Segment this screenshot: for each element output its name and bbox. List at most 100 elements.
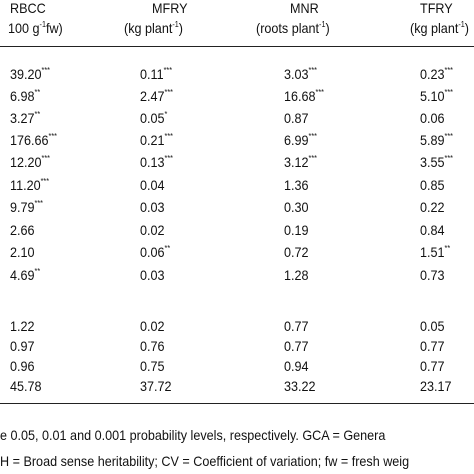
text: 0.85 [420,177,445,193]
table-cell: 11.20*** [10,177,49,193]
table-cell: 0.85 [420,177,445,193]
text: MNR [290,0,319,16]
text: 1.22 [10,318,35,334]
table-cell: 176.66*** [10,132,57,148]
superscript: *** [34,199,43,208]
table-cell: 0.06** [140,244,170,260]
text: 0.87 [284,110,309,126]
table-cell: 6.98** [10,88,40,104]
text: 100 g [8,20,40,36]
superscript: *** [308,66,317,75]
text: e 0.05, 0.01 and 0.001 probability level… [0,427,386,443]
text: 2.66 [10,222,35,238]
text: 0.06 [140,244,165,260]
text: 0.72 [284,244,309,260]
text: 0.13 [140,154,165,170]
table-cell: 0.02 [140,222,165,238]
text: 0.02 [140,318,165,334]
text: 12.20 [10,154,42,170]
column-header: RBCC [10,0,46,16]
table-cell: 0.94 [284,358,309,374]
text: (kg plant [124,20,173,36]
table-cell: 5.10*** [420,88,453,104]
table-cell: 2.66 [10,222,35,238]
superscript: ** [34,110,41,119]
table-cell: 0.72 [284,244,309,260]
table-cell: 3.27** [10,110,40,126]
superscript: -1 [172,20,179,29]
column-header: TFRY [420,0,453,16]
text: 0.21 [140,132,165,148]
table-cell: 0.13*** [140,154,173,170]
text: 4.69 [10,267,35,283]
superscript: ** [164,244,171,253]
table-cell: 0.03 [140,199,165,215]
column-unit: (kg plant-1) [410,20,469,36]
text: 3.12 [284,154,309,170]
text: 2.47 [140,88,165,104]
text: 0.96 [10,358,35,374]
table-cell: 6.99*** [284,132,317,148]
superscript: ** [444,244,451,253]
superscript: -1 [319,20,326,29]
superscript: *** [40,177,50,186]
text: 0.03 [140,267,165,283]
text: 16.68 [284,88,316,104]
table-cell: 0.04 [140,177,165,193]
text: H = Broad sense heritability; CV = Coeff… [0,453,410,469]
table-cell: 3.03*** [284,66,317,82]
text: 5.89 [420,132,445,148]
table-cell: 3.12*** [284,154,317,170]
table-cell: 0.05* [140,110,167,126]
superscript: -1 [458,20,465,29]
table-cell: 0.77 [284,318,309,334]
table-cell: 0.73 [420,267,445,283]
header-rule [0,46,474,47]
table-cell: 4.69** [10,267,40,283]
superscript: *** [41,154,50,163]
superscript: *** [164,154,173,163]
text: 0.76 [140,338,165,354]
text: 3.27 [10,110,35,126]
text: ) [325,20,330,36]
superscript: * [164,110,168,119]
table-cell: 5.89*** [420,132,453,148]
table-cell: 33.22 [284,378,316,394]
text: 37.72 [140,378,172,394]
text: RBCC [10,0,46,16]
table-cell: 0.11*** [140,66,172,82]
text: 1.51 [420,244,445,260]
column-header: MNR [290,0,319,16]
text: 0.23 [420,66,445,82]
text: 1.36 [284,177,309,193]
text: 0.94 [284,358,309,374]
text: 0.77 [420,358,445,374]
table-cell: 0.22 [420,199,445,215]
superscript: ** [34,267,41,276]
text: 0.97 [10,338,35,354]
table-cell: 1.22 [10,318,35,334]
superscript: *** [164,88,173,97]
text: 0.73 [420,267,445,283]
column-unit: 100 g-1fw) [8,20,63,36]
text: 39.20 [10,66,42,82]
table-cell: 0.77 [284,338,309,354]
text: 6.99 [284,132,309,148]
text: 0.19 [284,222,309,238]
superscript: *** [444,66,453,75]
table-cell: 12.20*** [10,154,50,170]
superscript: *** [308,132,317,141]
superscript: *** [444,88,453,97]
text: 0.77 [420,338,445,354]
table-cell: 0.96 [10,358,35,374]
superscript: -1 [39,20,46,29]
table-cell: 0.02 [140,318,165,334]
text: 23.17 [420,378,452,394]
table-cell: 0.23*** [420,66,453,82]
text: 2.10 [10,244,35,260]
table-cell: 45.78 [10,378,42,394]
table-cell: 9.79*** [10,199,43,215]
text: 0.75 [140,358,165,374]
table-cell: 0.97 [10,338,35,354]
text: 0.06 [420,110,445,126]
